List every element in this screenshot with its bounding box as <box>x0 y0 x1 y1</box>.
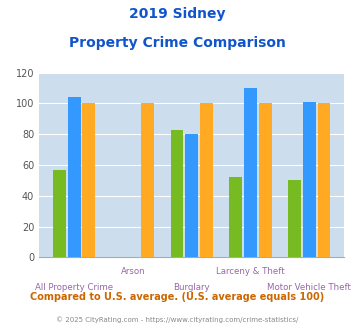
Bar <box>244 88 257 257</box>
Text: Property Crime Comparison: Property Crime Comparison <box>69 36 286 50</box>
Text: All Property Crime: All Property Crime <box>35 283 113 292</box>
Bar <box>317 103 331 257</box>
Bar <box>53 170 66 257</box>
Text: © 2025 CityRating.com - https://www.cityrating.com/crime-statistics/: © 2025 CityRating.com - https://www.city… <box>56 317 299 323</box>
Text: Larceny & Theft: Larceny & Theft <box>216 267 285 276</box>
Text: 2019 Sidney: 2019 Sidney <box>129 7 226 20</box>
Bar <box>200 103 213 257</box>
Text: Motor Vehicle Theft: Motor Vehicle Theft <box>267 283 351 292</box>
Bar <box>141 103 154 257</box>
Bar <box>229 177 242 257</box>
Bar <box>82 103 95 257</box>
Bar <box>170 130 184 257</box>
Bar <box>288 181 301 257</box>
Text: Arson: Arson <box>121 267 145 276</box>
Bar <box>68 97 81 257</box>
Text: Burglary: Burglary <box>173 283 210 292</box>
Text: Compared to U.S. average. (U.S. average equals 100): Compared to U.S. average. (U.S. average … <box>31 292 324 302</box>
Bar <box>185 134 198 257</box>
Bar <box>303 102 316 257</box>
Bar <box>259 103 272 257</box>
